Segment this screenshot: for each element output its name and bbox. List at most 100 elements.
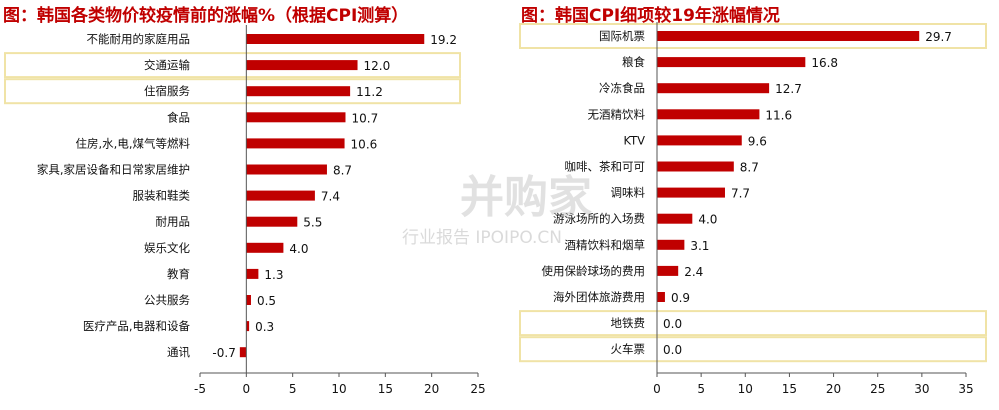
- category-label: 海外团体旅游费用: [553, 290, 645, 304]
- category-label: 教育: [167, 267, 190, 281]
- bar: [657, 162, 734, 172]
- bar: [246, 269, 258, 279]
- category-label: 服装和鞋类: [133, 189, 191, 203]
- bar: [657, 188, 725, 198]
- value-label: 11.2: [356, 85, 383, 99]
- category-label: 耐用品: [156, 215, 191, 229]
- value-label: 2.4: [684, 265, 703, 279]
- x-tick-label: 35: [958, 382, 973, 396]
- value-label: -0.7: [212, 346, 235, 360]
- value-label: 0.0: [663, 317, 682, 331]
- bar: [246, 86, 350, 96]
- category-label: 使用保龄球场的费用: [542, 264, 646, 278]
- x-tick-label: -5: [194, 382, 206, 396]
- category-label: 食品: [167, 110, 190, 124]
- left-chart: 图：韩国各类物价较疫情前的涨幅%（根据CPI测算） 不能耐用的家庭用品 19.2 交通…: [3, 5, 486, 396]
- value-label: 0.3: [255, 320, 274, 334]
- x-tick-label: 20: [826, 382, 841, 396]
- category-label: 国际机票: [599, 29, 645, 43]
- bar: [657, 57, 805, 67]
- category-label: 交通运输: [144, 58, 190, 72]
- bar: [246, 34, 424, 44]
- category-label: 住宿服务: [144, 84, 190, 98]
- watermark: 并购家 行业报告 IPOIPO.CN: [402, 172, 592, 248]
- bar: [246, 295, 251, 305]
- category-label: KTV: [623, 133, 645, 147]
- value-label: 7.4: [321, 190, 340, 204]
- value-label: 3.1: [690, 239, 709, 253]
- bar: [657, 266, 678, 276]
- highlight-box: [520, 311, 986, 335]
- bar: [657, 214, 692, 224]
- category-label: 娱乐文化: [144, 241, 190, 255]
- bar: [246, 191, 315, 201]
- category-label: 火车票: [611, 342, 646, 356]
- category-label: 医疗产品,电器和设备: [83, 319, 191, 333]
- x-tick-label: 20: [424, 382, 439, 396]
- category-label: 冷冻食品: [599, 81, 645, 95]
- bar: [246, 243, 283, 253]
- value-label: 16.8: [811, 56, 838, 70]
- bar: [657, 292, 665, 302]
- bar: [657, 240, 684, 250]
- value-label: 10.6: [351, 137, 378, 151]
- x-tick-label: 25: [470, 382, 485, 396]
- value-label: 7.7: [731, 187, 750, 201]
- x-tick-label: 5: [697, 382, 705, 396]
- x-tick-label: 10: [331, 382, 346, 396]
- value-label: 10.7: [351, 111, 378, 125]
- value-label: 9.6: [748, 134, 767, 148]
- category-label: 不能耐用的家庭用品: [87, 32, 191, 46]
- category-label: 调味料: [611, 186, 646, 200]
- highlight-box: [520, 337, 986, 361]
- category-label: 家具,家居设备和日常家居维护: [37, 163, 190, 177]
- highlight-box: [5, 79, 460, 103]
- category-label: 地铁费: [611, 316, 646, 330]
- bar: [246, 217, 297, 227]
- value-label: 11.6: [765, 108, 792, 122]
- x-tick-label: 30: [914, 382, 929, 396]
- chart-title: 图：韩国CPI细项较19年涨幅情况: [521, 5, 780, 26]
- bar: [657, 31, 919, 41]
- value-label: 4.0: [289, 242, 308, 256]
- value-label: 12.7: [775, 82, 802, 96]
- bar: [240, 347, 246, 357]
- bar: [246, 138, 344, 148]
- x-tick-label: 0: [243, 382, 251, 396]
- value-label: 0.9: [671, 291, 690, 305]
- category-label: 通讯: [167, 345, 190, 359]
- x-tick-label: 15: [782, 382, 797, 396]
- bar: [657, 135, 742, 145]
- category-label: 住房,水,电,煤气等燃料: [76, 136, 191, 150]
- bar: [246, 60, 357, 70]
- value-label: 29.7: [925, 30, 952, 44]
- bar: [657, 109, 759, 119]
- chart-title: 图：韩国各类物价较疫情前的涨幅%（根据CPI测算）: [3, 5, 408, 26]
- value-label: 0.0: [663, 343, 682, 357]
- watermark-sub: 行业报告 IPOIPO.CN: [402, 228, 562, 248]
- value-label: 1.3: [264, 268, 283, 282]
- x-tick-label: 25: [870, 382, 885, 396]
- x-tick-label: 5: [289, 382, 297, 396]
- bar: [246, 165, 327, 175]
- x-tick-label: 0: [653, 382, 661, 396]
- value-label: 8.7: [740, 161, 759, 175]
- category-label: 公共服务: [144, 293, 190, 307]
- value-label: 19.2: [430, 33, 457, 47]
- x-tick-label: 10: [738, 382, 753, 396]
- value-label: 12.0: [364, 59, 391, 73]
- category-label: 酒精饮料和烟草: [565, 238, 646, 252]
- x-tick-label: 15: [378, 382, 393, 396]
- bar: [246, 112, 345, 122]
- bar: [657, 83, 769, 93]
- highlight-box: [5, 53, 460, 77]
- value-label: 5.5: [303, 216, 322, 230]
- category-label: 粮食: [622, 55, 645, 69]
- value-label: 0.5: [257, 294, 276, 308]
- category-label: 无酒精饮料: [588, 107, 646, 121]
- watermark-main: 并购家: [460, 172, 592, 223]
- value-label: 4.0: [698, 213, 717, 227]
- value-label: 8.7: [333, 164, 352, 178]
